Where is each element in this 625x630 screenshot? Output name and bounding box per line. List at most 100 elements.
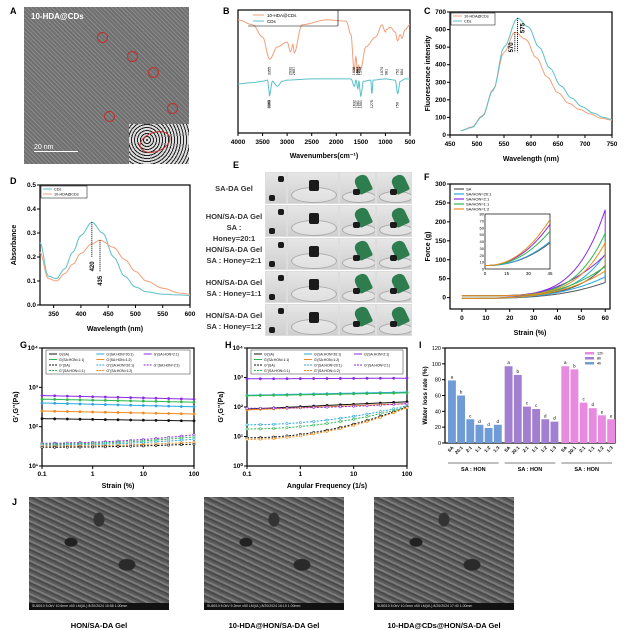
data-point [129, 399, 133, 403]
y-tick-label: 200 [435, 219, 446, 226]
legend-box [45, 349, 191, 375]
vial-gel [278, 308, 284, 314]
significance-letter: a [451, 374, 454, 379]
x-tick-label: SA [560, 445, 568, 453]
legend-label: SA [466, 187, 472, 192]
panel-e: E SA-DA Gel HON/SA-DA Gel SA : Honey=20:1 H… [205, 160, 420, 340]
gel-photo [376, 271, 412, 303]
gel-cube [353, 321, 360, 327]
x-tick-label: 400 [75, 311, 86, 318]
data-point [91, 410, 95, 414]
gel-cube [309, 213, 319, 224]
row-label-line: SA : Honey=2:1 [206, 256, 262, 265]
x-axis-label: Wavenumbers(cm⁻¹) [290, 153, 358, 160]
data-point [91, 398, 95, 402]
data-point [179, 419, 183, 423]
vial-gel [269, 195, 275, 201]
data-point [312, 393, 316, 396]
data-point [352, 404, 356, 408]
data-point [53, 398, 57, 401]
x-tick-label: 450 [103, 311, 114, 318]
x-tick-label: 4000 [231, 139, 246, 146]
tem-image: 10-HDA@CDs 20 nm [24, 7, 189, 164]
significance-letter: a [507, 360, 510, 365]
panel-label: A [10, 6, 17, 16]
data-point [378, 403, 382, 407]
x-tick-label: 1:1 [531, 445, 539, 453]
peak-annotation: 575 [521, 22, 527, 33]
data-point [258, 406, 262, 410]
data-point [325, 422, 329, 425]
data-point [338, 420, 342, 423]
data-point [192, 419, 196, 423]
data-point [116, 399, 120, 403]
legend-label: G'(SA:HON=1:1) [264, 358, 289, 362]
x-tick-label: SA [503, 445, 511, 453]
inset-tick-label: 80 [480, 212, 485, 217]
data-point [129, 403, 133, 407]
gel-photo [339, 205, 376, 237]
data-point [272, 406, 276, 410]
data-point [245, 406, 249, 410]
data-point [141, 404, 145, 407]
data-point [325, 405, 329, 409]
data-point [258, 377, 262, 381]
gel-cube [309, 180, 319, 191]
data-point [378, 415, 382, 419]
panel-label: F [424, 172, 430, 182]
data-point [154, 440, 158, 444]
row-label: HON/SA-DA Gel SA : Honey=2:1 [205, 244, 263, 266]
gel-photo [287, 271, 339, 303]
data-point [312, 423, 316, 427]
data-point [141, 444, 145, 448]
data-point [192, 437, 196, 441]
data-point [378, 412, 382, 416]
x-axis-label: Strain (%) [102, 483, 135, 490]
data-point [65, 398, 69, 402]
data-point [53, 409, 57, 413]
lattice-ellipse [136, 127, 174, 157]
bar [493, 424, 502, 443]
chart-c: C Wavelength (nm) Fluorescence intensity 45… [424, 6, 618, 163]
bar [457, 395, 466, 443]
x-tick-label: 20 [506, 315, 514, 322]
legend-swatch [585, 362, 594, 365]
data-point [325, 392, 329, 396]
data-point [78, 417, 82, 421]
x-tick-label: 3500 [255, 139, 270, 146]
data-point [167, 404, 171, 408]
y-tick-label: 250 [435, 200, 446, 207]
chart-i: I Water loss rate (%) 0 20 40 60 80 100 120 a SA b 2… [419, 340, 616, 473]
y-tick-label: 10¹ [29, 463, 38, 470]
data-point [298, 434, 302, 438]
scale-bar: 20 nm [34, 144, 78, 152]
legend-label: G''(SA:HON=20:1) [314, 364, 342, 368]
data-point [352, 417, 356, 421]
x-tick-label: 2:1 [578, 445, 586, 453]
data-point [129, 418, 133, 422]
significance-letter: d [487, 422, 490, 427]
data-point [40, 397, 44, 401]
inset-tick-label: 15 [504, 271, 510, 276]
gel-photo [376, 172, 412, 204]
legend-box [250, 349, 404, 375]
peak-label: 750 [396, 102, 400, 108]
data-point [392, 411, 396, 415]
inset-tick-label: 60 [480, 225, 485, 230]
x-tick-label: 100 [402, 471, 413, 478]
data-point [179, 438, 183, 442]
gel-photo [265, 205, 287, 237]
data-point [103, 399, 107, 402]
y-tick-label: 200 [435, 97, 446, 104]
data-point [298, 425, 302, 428]
data-point [338, 427, 342, 430]
peak-label: 1552 [356, 67, 360, 75]
data-point [272, 426, 276, 430]
inset-tick-label: 40 [480, 239, 485, 244]
data-point [103, 445, 107, 449]
data-point [103, 410, 107, 414]
peak-label: 3363 [267, 100, 271, 108]
series-loop [461, 240, 606, 299]
data-point [154, 444, 158, 447]
